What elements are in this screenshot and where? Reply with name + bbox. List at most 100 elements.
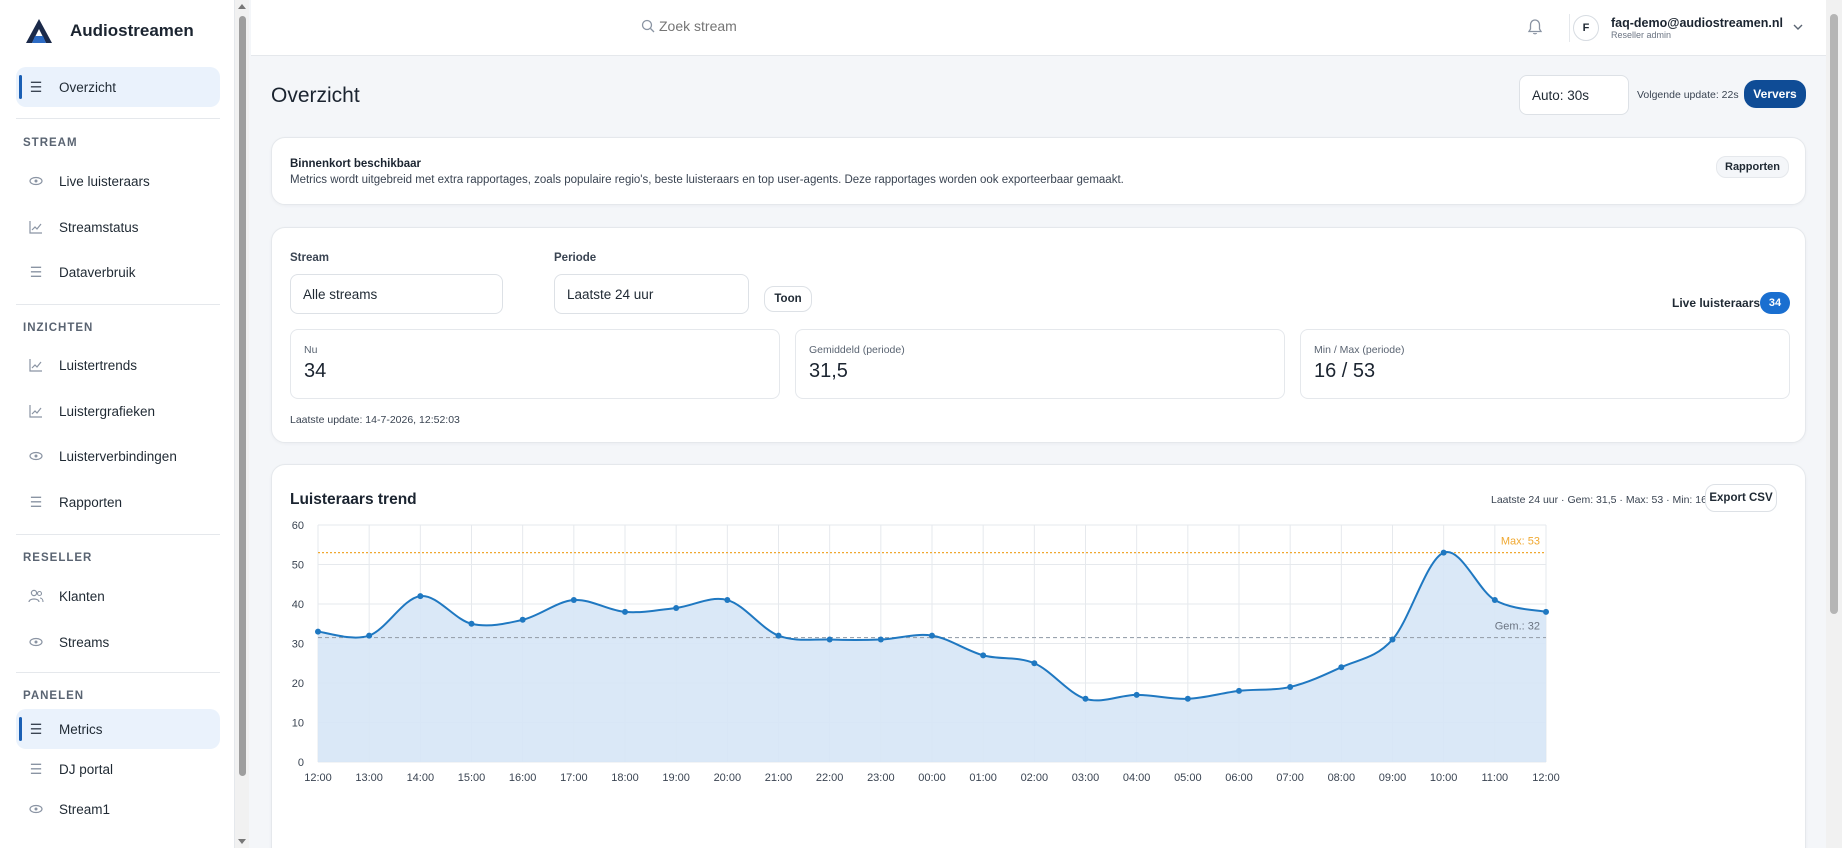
data-point [519,616,526,623]
sidebar-item-label: Klanten [59,588,105,604]
stat-value: 31,5 [809,360,848,382]
chevron-down-icon[interactable] [1791,20,1805,34]
page-scrollbar[interactable] [1826,0,1842,848]
data-point [1133,691,1140,698]
data-point [1543,608,1549,615]
page-scroll-thumb[interactable] [1830,14,1838,614]
y-tick-label: 10 [292,718,304,730]
x-tick-label: 18:00 [611,772,639,784]
data-point [315,628,321,635]
x-tick-label: 06:00 [1225,772,1253,784]
show-button[interactable]: Toon [764,286,812,312]
sidebar-item-label: Live luisteraars [59,173,150,189]
sidebar-scroll-thumb[interactable] [239,16,246,776]
x-tick-label: 19:00 [662,772,690,784]
sidebar-item-label: Luisterverbindingen [59,448,177,464]
sidebar-item-dj-portal[interactable]: ☰ DJ portal [16,749,220,789]
data-point [366,632,373,639]
data-point [1082,695,1089,702]
sidebar-scrollbar[interactable] [235,0,249,848]
trend-chart: 0 10 20 30 40 50 60 12:00 13:00 14:00 15:00 16:00 17… [292,520,1560,784]
sidebar-item-klanten[interactable]: Klanten [16,576,220,616]
reports-button[interactable]: Rapporten [1716,156,1789,178]
sidebar-item-label: Streams [59,634,110,650]
topbar: F faq-demo@audiostreamen.nl Reseller adm… [251,0,1826,56]
page-title: Overzicht [271,84,360,107]
chart-line-icon [28,403,44,419]
sidebar-item-metrics[interactable]: ☰ Metrics [16,709,220,749]
sidebar-item-luistergrafieken[interactable]: Luistergrafieken [16,391,220,431]
refresh-button[interactable]: Ververs [1744,80,1806,108]
sidebar-item-luistertrends[interactable]: Luistertrends [16,345,220,385]
next-update-text: Volgende update: 22s [1637,89,1739,101]
sidebar-item-live-luisteraars[interactable]: Live luisteraars [16,161,220,201]
data-point [877,636,884,643]
data-point [1031,660,1038,667]
avatar[interactable]: F [1573,15,1599,41]
y-tick-label: 50 [292,560,304,572]
data-point [1287,683,1294,690]
data-point [1440,549,1447,556]
users-icon [28,588,44,604]
header-divider [1569,14,1570,42]
sidebar-item-stream1[interactable]: Stream1 [16,789,220,829]
y-tick-label: 60 [292,520,304,532]
sidebar-item-streamstatus[interactable]: Streamstatus [16,207,220,247]
auto-refresh-select[interactable]: Auto: 30s [1519,75,1629,115]
sidebar-item-label: Luistergrafieken [59,403,156,419]
data-point [980,652,987,659]
stat-label: Gemiddeld (periode) [809,344,905,356]
scroll-up-arrow-icon[interactable] [238,4,246,9]
chart-meta: Laatste 24 uur · Gem: 31,5 · Max: 53 · M… [1491,494,1707,506]
sidebar-divider [16,304,220,305]
x-tick-label: 14:00 [407,772,435,784]
search-box[interactable] [641,18,819,34]
stat-now: Nu 34 [290,329,780,399]
sidebar-item-label: Metrics [59,721,103,737]
avg-reference-label: Gem.: 32 [1495,621,1540,633]
eye-icon [28,173,44,189]
stream-select[interactable]: Alle streams [290,274,503,314]
period-label: Periode [554,252,597,264]
sidebar-item-streams[interactable]: Streams [16,622,220,662]
data-point [468,620,475,627]
x-tick-label: 07:00 [1276,772,1304,784]
bell-icon[interactable] [1526,18,1544,36]
last-update-text: Laatste update: 14-7-2026, 12:52:03 [290,414,460,426]
sidebar-item-label: Dataverbruik [59,264,136,280]
data-point [775,632,782,639]
menu-icon: ☰ [29,720,43,737]
data-point [1338,664,1345,671]
x-tick-label: 13:00 [355,772,383,784]
sidebar-item-luisterverbindingen[interactable]: Luisterverbindingen [16,436,220,476]
x-tick-label: 15:00 [458,772,486,784]
data-point [1184,695,1191,702]
sidebar-item-overzicht[interactable]: ☰ Overzicht [16,67,220,107]
scroll-down-arrow-icon[interactable] [238,839,246,844]
export-csv-button[interactable]: Export CSV [1705,484,1777,512]
data-point [673,604,680,611]
sidebar-item-dataverbruik[interactable]: ☰ Dataverbruik [16,252,220,292]
trend-chart-card: Luisteraars trend Laatste 24 uur · Gem: … [271,464,1806,848]
sidebar-divider [16,118,220,119]
brand[interactable]: Audiostreamen [24,16,194,46]
x-tick-label: 11:00 [1481,772,1508,784]
data-point [724,597,731,604]
audiostreamen-logo-icon [26,19,52,43]
user-email[interactable]: faq-demo@audiostreamen.nl [1611,16,1783,30]
eye-icon [28,448,44,464]
section-label-reseller: RESELLER [23,552,93,564]
x-tick-label: 05:00 [1174,772,1202,784]
sidebar-item-label: Luistertrends [59,357,138,373]
x-tick-label: 03:00 [1072,772,1100,784]
stat-value: 34 [304,360,327,382]
search-input[interactable] [659,18,819,34]
eye-icon [28,801,44,817]
x-tick-label: 02:00 [1021,772,1049,784]
data-point [570,597,577,604]
live-listeners-badge: 34 [1760,292,1790,314]
period-select[interactable]: Laatste 24 uur [554,274,749,314]
y-tick-label: 40 [292,599,304,611]
sidebar-item-label: Overzicht [59,79,117,95]
sidebar-item-rapporten[interactable]: ☰ Rapporten [16,482,220,522]
